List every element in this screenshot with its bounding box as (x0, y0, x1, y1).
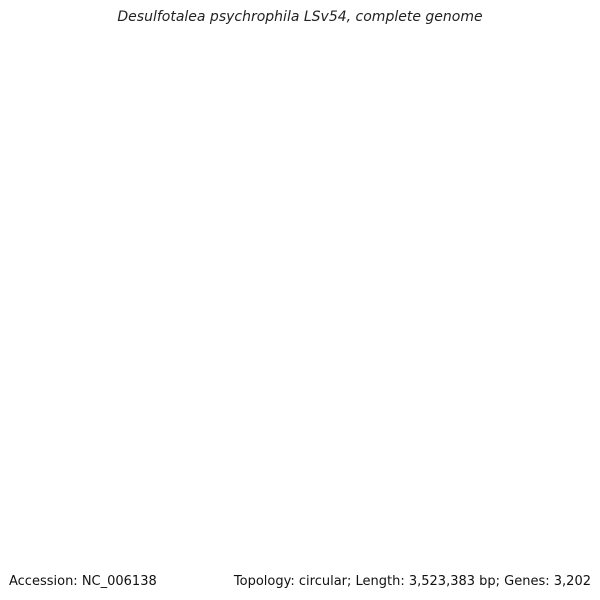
map-title: Desulfotalea psychrophila LSv54, complet… (117, 9, 483, 25)
accession-text: Accession: NC_006138 (9, 574, 157, 589)
genome-summary-text: Topology: circular; Length: 3,523,383 bp… (233, 574, 591, 589)
